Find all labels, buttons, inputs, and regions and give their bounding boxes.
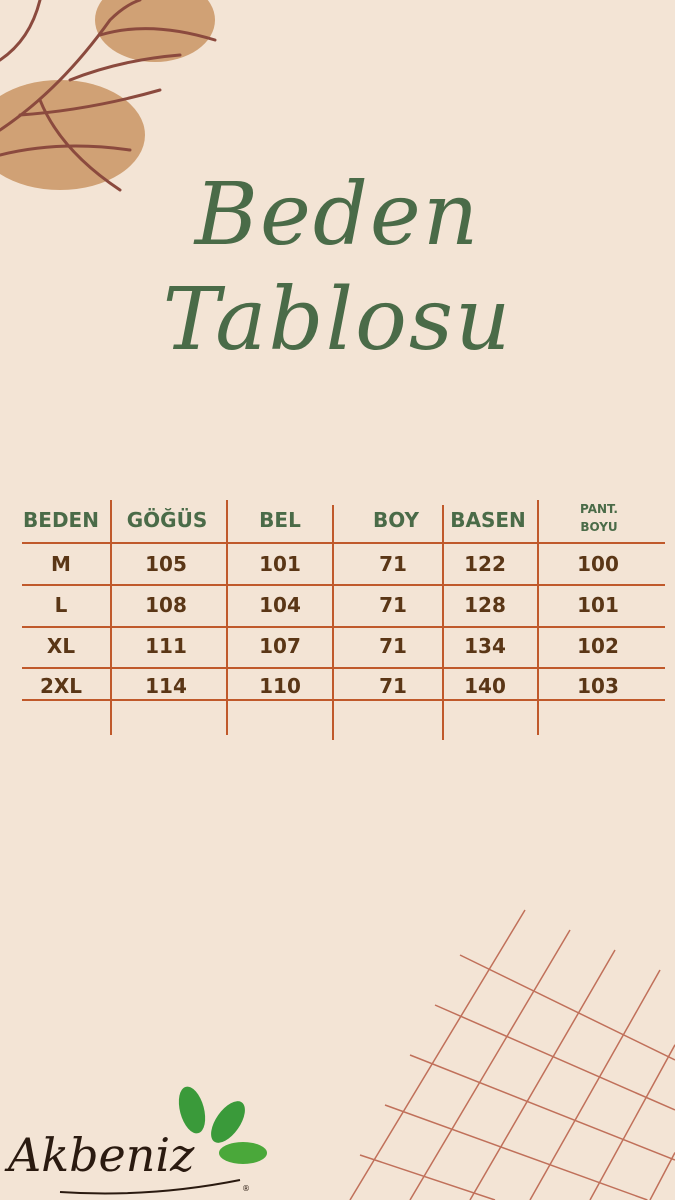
measurement-cell: 71 — [379, 674, 407, 698]
title-line-2: Tablosu — [162, 270, 513, 370]
measurement-cell: 108 — [145, 593, 187, 617]
measurement-cell: 100 — [577, 552, 619, 576]
leaf-icon — [59, 1086, 267, 1195]
grid-line — [384, 1104, 648, 1200]
measurement-cell: 107 — [259, 634, 301, 658]
header-boy: BOY — [372, 508, 420, 532]
measurement-cell: 71 — [379, 552, 407, 576]
header-pant-boyu: PANT. BOYU — [580, 500, 618, 536]
size-label: XL — [46, 634, 76, 658]
measurement-cell: 71 — [379, 593, 407, 617]
measurement-cell: 101 — [259, 552, 301, 576]
measurement-cell: 104 — [259, 593, 301, 617]
row-divider — [22, 584, 665, 586]
header-beden: BEDEN — [23, 508, 99, 532]
measurement-cell: 101 — [577, 593, 619, 617]
size-label: M — [51, 552, 71, 576]
grid-line — [349, 909, 526, 1200]
measurement-cell: 71 — [379, 634, 407, 658]
measurement-cell: 128 — [464, 593, 506, 617]
measurement-cell: 114 — [145, 674, 187, 698]
measurement-cell: 140 — [464, 674, 506, 698]
grid-line — [409, 929, 571, 1200]
column-divider — [442, 505, 444, 740]
branch-decoration — [0, 0, 217, 192]
registered-mark: ® — [242, 1184, 250, 1193]
logo-text: Akbeniz — [8, 1128, 195, 1182]
grid-line — [469, 949, 616, 1200]
column-divider — [110, 500, 112, 735]
row-divider — [22, 667, 665, 669]
header-pant-line1: PANT. — [580, 502, 618, 516]
grid-line — [649, 1152, 675, 1200]
row-divider — [22, 699, 665, 701]
grid-line — [459, 954, 675, 1061]
measurement-cell: 134 — [464, 634, 506, 658]
header-bel: BEL — [259, 508, 301, 532]
header-pant-line2: BOYU — [580, 520, 618, 534]
grid-line — [409, 1054, 675, 1161]
measurement-cell: 122 — [464, 552, 506, 576]
measurement-cell: 110 — [259, 674, 301, 698]
size-label: L — [54, 593, 68, 617]
row-divider — [22, 542, 665, 544]
header-basen: BASEN — [450, 508, 526, 532]
column-divider — [226, 500, 228, 735]
grid-line — [589, 1044, 675, 1200]
row-divider — [22, 626, 665, 628]
size-label: 2XL — [39, 674, 83, 698]
measurement-cell: 111 — [145, 634, 187, 658]
column-divider — [537, 500, 539, 735]
measurement-cell: 103 — [577, 674, 619, 698]
title-line-1: Beden — [194, 165, 481, 265]
grid-decoration — [349, 909, 675, 1200]
header-gogus: GÖĞÜS — [126, 508, 208, 532]
measurement-cell: 105 — [145, 552, 187, 576]
measurement-cell: 102 — [577, 634, 619, 658]
grid-line — [359, 1154, 496, 1200]
akbeniz-logo: Akbeniz ® — [0, 1080, 280, 1200]
column-divider — [332, 505, 334, 740]
grid-line — [434, 1004, 675, 1111]
grid-line — [529, 969, 661, 1200]
